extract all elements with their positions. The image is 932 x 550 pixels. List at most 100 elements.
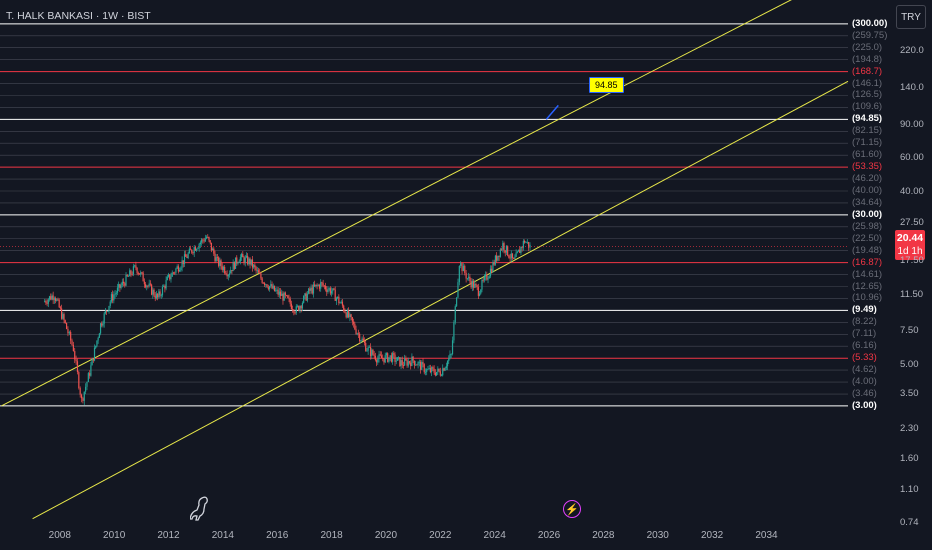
candle-body (332, 288, 334, 292)
candle-body (177, 266, 179, 272)
y-tick-label: 1.10 (900, 484, 919, 496)
candle-body (422, 362, 424, 365)
candle-body (289, 298, 291, 304)
candle-body (185, 254, 187, 257)
candle-body (283, 292, 285, 301)
callout-pointer (545, 104, 559, 120)
candle-body (149, 283, 151, 285)
candle-body (54, 298, 57, 301)
candle-body (486, 274, 488, 280)
candle-body (134, 265, 136, 267)
candle-body (282, 293, 284, 301)
candle-body (63, 314, 65, 321)
candle-body (477, 287, 479, 296)
candle-body (182, 260, 184, 264)
candle-body (103, 313, 105, 324)
candle-body (324, 285, 327, 290)
candle-body (254, 264, 256, 268)
candle-body (239, 257, 241, 262)
candle-body (439, 371, 441, 376)
candle-body (349, 314, 351, 318)
currency-button[interactable]: TRY (896, 5, 926, 29)
candle-body (234, 257, 237, 269)
last-price-tag: 20.44 1d 1h (895, 230, 925, 260)
candle-body (163, 285, 165, 287)
candle-body (75, 359, 77, 362)
candle-body (378, 354, 380, 359)
x-tick-label: 2028 (592, 530, 615, 541)
candle-body (288, 297, 290, 299)
y-tick-label: 220.0 (900, 44, 924, 56)
y-tick-label: 2.30 (900, 422, 919, 434)
candle-body (421, 362, 423, 370)
candle-body (360, 340, 362, 342)
candle-body (438, 368, 440, 372)
candle-body (443, 368, 445, 371)
dinosaur-icon[interactable] (189, 495, 212, 526)
candle-body (147, 285, 149, 287)
candle-body (414, 364, 417, 366)
candle-body (361, 338, 363, 341)
candle-body (114, 293, 116, 296)
level-label: (4.00) (852, 376, 877, 388)
candle-body (237, 262, 239, 264)
candle-body (385, 353, 388, 356)
level-label: (30.00) (852, 208, 883, 220)
candle-body (429, 368, 432, 373)
candle-body (442, 368, 444, 376)
candle-body (248, 258, 250, 265)
candle-body (270, 284, 272, 287)
candle-body (294, 312, 296, 314)
candle-body (268, 286, 271, 290)
candle-body (475, 283, 477, 286)
candle-body (141, 272, 143, 274)
x-tick-label: 2010 (103, 530, 126, 541)
channel-line (32, 80, 849, 520)
candle-body (169, 274, 171, 280)
candle-body (228, 273, 231, 275)
candle-body (143, 281, 145, 285)
candle-body (255, 267, 257, 271)
candle-body (499, 249, 501, 257)
candle-body (293, 309, 295, 313)
candle-body (410, 362, 412, 366)
candle-body (466, 278, 469, 280)
candle-body (440, 375, 443, 377)
candle-body (50, 296, 52, 300)
level-label: (109.6) (852, 101, 883, 113)
candle-body (365, 343, 367, 352)
candle-body (57, 299, 59, 301)
candle-body (523, 240, 526, 243)
candle-body (74, 351, 76, 360)
candle-body (312, 284, 315, 294)
candle-body (491, 268, 493, 273)
candle-body (273, 285, 276, 292)
candle-body (369, 346, 372, 356)
candle-body (449, 354, 451, 359)
candle-body (136, 267, 138, 274)
candle-body (351, 317, 353, 322)
x-tick-label: 2016 (266, 530, 289, 541)
candle-body (338, 296, 340, 304)
candle-body (215, 257, 217, 262)
candle-body (68, 332, 70, 334)
candle-body (264, 283, 266, 285)
candle-body (70, 332, 72, 341)
candle-body (500, 249, 503, 251)
candle-body (323, 285, 325, 287)
candle-body (276, 289, 278, 291)
candle-body (359, 333, 361, 342)
candle-body (167, 274, 170, 277)
candle-body (292, 308, 294, 310)
candle-body (379, 354, 381, 356)
target-callout[interactable]: 94.85 (589, 77, 624, 93)
candle-body (354, 323, 356, 330)
lightning-icon[interactable]: ⚡ (563, 500, 581, 518)
candle-body (277, 289, 279, 295)
x-tick-label: 2032 (700, 530, 724, 541)
candle-body (109, 301, 111, 306)
candle-body (113, 295, 115, 301)
candle-body (210, 242, 212, 251)
bar-countdown: 1d 1h (897, 246, 923, 257)
